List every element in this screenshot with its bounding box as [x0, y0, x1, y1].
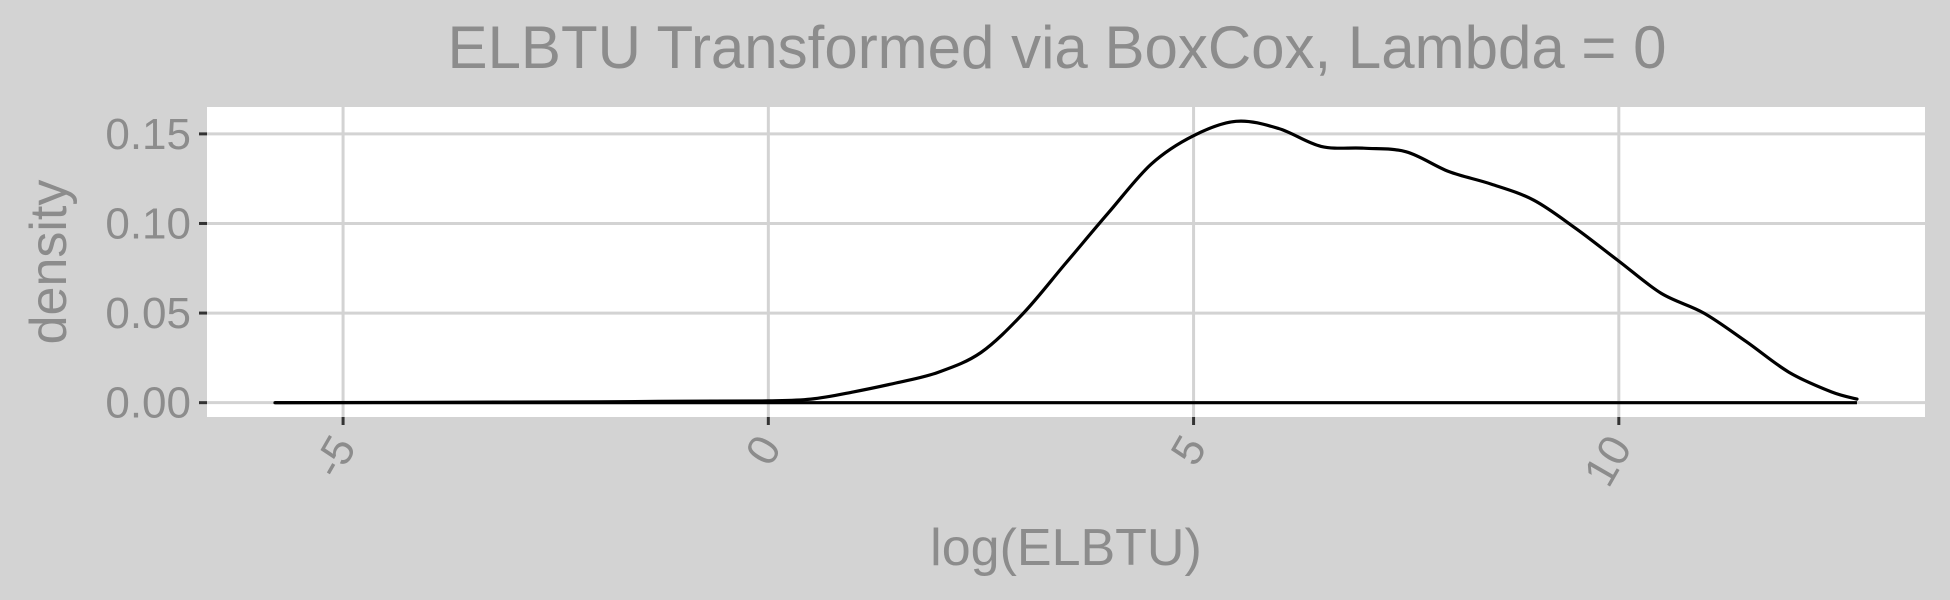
chart-title: ELBTU Transformed via BoxCox, Lambda = 0: [448, 14, 1667, 81]
x-axis-title: log(ELBTU): [930, 519, 1202, 577]
y-tick-label: 0.05: [105, 289, 191, 338]
series-group: [273, 119, 1859, 405]
y-axis-title: density: [20, 180, 78, 345]
y-tick-label: 0.10: [105, 199, 191, 248]
axis-ticks: -5 0 5 100.000.050.100.15: [105, 110, 1641, 495]
y-tick-label: 0.15: [105, 110, 191, 159]
density-curve: [273, 119, 1859, 405]
y-tick-label: 0.00: [105, 379, 191, 428]
